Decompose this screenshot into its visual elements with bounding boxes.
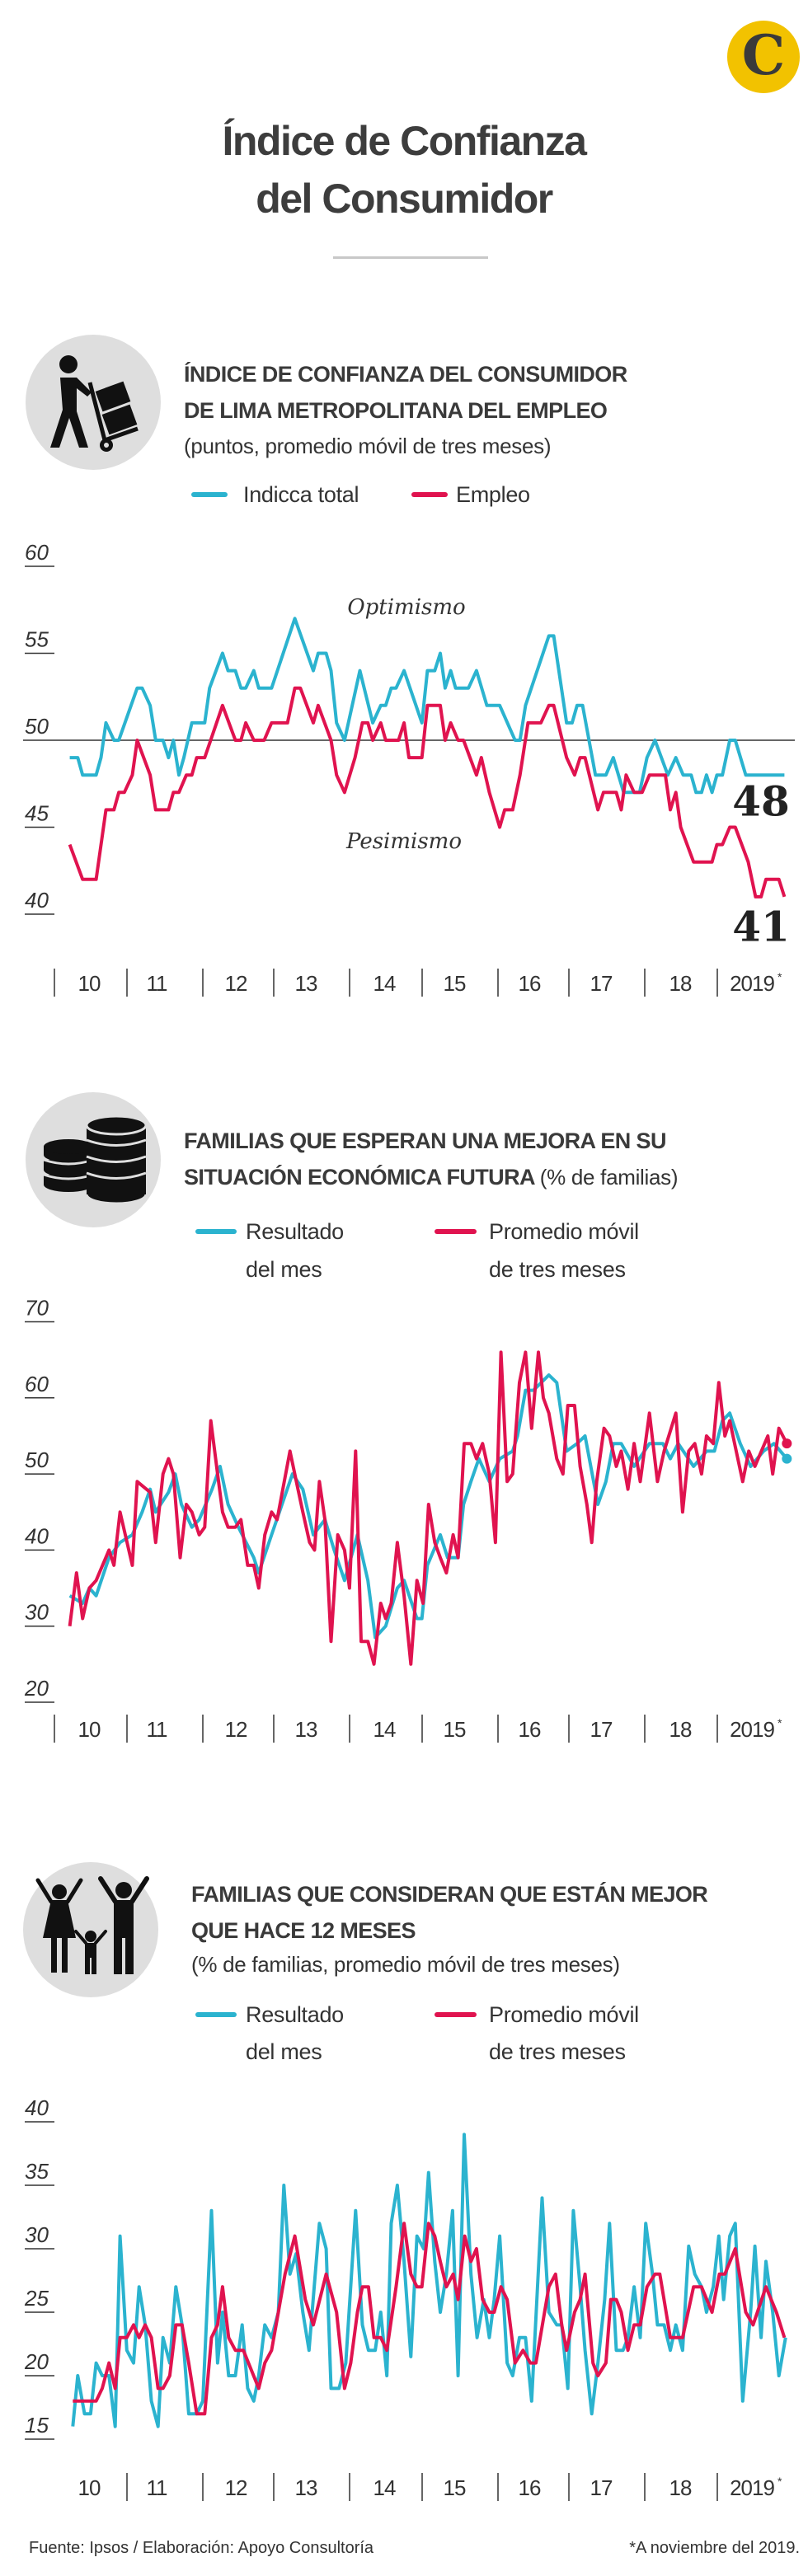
- legend-swatch-promedio: [435, 1229, 477, 1234]
- x-tick-label: 11: [147, 2475, 168, 2500]
- x-tick-label: 16: [519, 1717, 541, 1742]
- last-value-total: 48: [732, 777, 790, 826]
- legend-label-promedio-line1: Promedio móvil: [489, 1219, 639, 1244]
- y-tick-label: 45: [25, 801, 49, 826]
- x-tick-footnote-asterisk: *: [777, 970, 782, 983]
- source-note: Fuente: Ipsos / Elaboración: Apoyo Consu…: [29, 2539, 374, 2557]
- legend-swatch-resultado-3: [195, 2012, 237, 2017]
- section2-heading-line1: FAMILIAS QUE ESPERAN UNA MEJORA EN SU: [184, 1128, 666, 1153]
- series-line-cyan: [69, 617, 785, 795]
- y-tick-label: 40: [25, 2095, 49, 2120]
- y-tick-label: 70: [25, 1296, 49, 1321]
- y-tick-label: 60: [25, 1372, 49, 1396]
- family-icon: [23, 1862, 158, 1997]
- y-tick-label: 15: [25, 2413, 49, 2438]
- last-value-empleo: 41: [732, 902, 790, 951]
- y-tick-label: 30: [25, 1600, 49, 1625]
- x-tick-label: 16: [519, 971, 541, 996]
- pesimismo-label: Pesimismo: [346, 829, 462, 854]
- y-tick-label: 40: [25, 1523, 49, 1548]
- title-divider: [333, 256, 488, 259]
- legend-label-total: Indicca total: [243, 482, 359, 507]
- x-tick-label: 14: [373, 1717, 396, 1742]
- x-tick-label: 11: [147, 1717, 168, 1742]
- y-tick-label: 20: [24, 2349, 49, 2374]
- y-tick-label: 50: [25, 1448, 49, 1472]
- legend-label-resultado-3-line1: Resultado: [246, 2002, 344, 2027]
- x-tick-label: 15: [444, 1717, 466, 1742]
- y-tick-label: 40: [25, 888, 49, 913]
- x-tick-label: 2019: [730, 1717, 774, 1742]
- section3-heading-line1: FAMILIAS QUE CONSIDERAN QUE ESTÁN MEJOR: [191, 1882, 708, 1907]
- x-tick-label: 2019: [730, 2475, 774, 2500]
- x-tick-footnote-asterisk: *: [777, 1716, 782, 1729]
- x-tick-label: 10: [78, 971, 101, 996]
- x-tick-label: 15: [444, 971, 466, 996]
- y-tick-label: 20: [24, 1676, 49, 1701]
- legend-label-empleo: Empleo: [456, 482, 530, 507]
- x-tick-label: 18: [669, 1717, 692, 1742]
- x-tick-label: 17: [590, 2475, 613, 2500]
- legend-swatch-total: [191, 492, 228, 497]
- page-title-line2: del Consumidor: [256, 176, 553, 222]
- section3-subtitle: (% de familias, promedio móvil de tres m…: [191, 1952, 620, 1977]
- x-tick-label: 12: [225, 1717, 247, 1742]
- legend-swatch-promedio-3: [435, 2012, 477, 2017]
- x-tick-label: 10: [78, 1717, 101, 1742]
- legend-label-promedio-3-line1: Promedio móvil: [489, 2002, 639, 2027]
- section3-heading-line2: QUE HACE 12 MESES: [191, 1918, 416, 1943]
- y-tick-label: 30: [25, 2222, 49, 2247]
- series-line-red: [73, 2222, 787, 2416]
- y-tick-label: 60: [25, 540, 49, 565]
- section2-heading-line2-bold: SITUACIÓN ECONÓMICA FUTURA: [184, 1165, 534, 1189]
- section2-heading-suffix: (% de familias): [539, 1165, 679, 1189]
- x-tick-label: 18: [669, 971, 692, 996]
- section1-heading-line1: ÍNDICE DE CONFIANZA DEL CONSUMIDOR: [184, 362, 627, 387]
- series-line-red: [68, 1350, 789, 1666]
- optimismo-label: Optimismo: [347, 595, 466, 620]
- x-tick-label: 12: [225, 971, 247, 996]
- legend-label-resultado-line2: del mes: [246, 1257, 322, 1282]
- x-tick-label: 14: [373, 971, 396, 996]
- legend-label-resultado-line1: Resultado: [246, 1219, 344, 1244]
- series-line-cyan: [71, 2133, 787, 2428]
- el-comercio-logo: C: [727, 21, 800, 93]
- legend-swatch-empleo: [411, 492, 448, 497]
- y-tick-label: 25: [24, 2286, 49, 2311]
- x-tick-label: 17: [590, 1717, 613, 1742]
- legend-label-promedio-3-line2: de tres meses: [489, 2039, 626, 2064]
- page-title-line1: Índice de Confianza: [222, 118, 587, 164]
- series-end-marker: [782, 1453, 792, 1464]
- x-tick-label: 13: [295, 2475, 317, 2500]
- x-tick-label: 14: [373, 2475, 396, 2500]
- coin-stacks-icon: [26, 1092, 161, 1227]
- x-tick-label: 11: [147, 971, 168, 996]
- x-tick-label: 2019: [730, 971, 774, 996]
- x-tick-label: 15: [444, 2475, 466, 2500]
- x-tick-label: 16: [519, 2475, 541, 2500]
- section2-heading-line2: SITUACIÓN ECONÓMICA FUTURA (% de familia…: [184, 1159, 679, 1195]
- x-tick-label: 12: [225, 2475, 247, 2500]
- x-tick-label: 13: [295, 971, 317, 996]
- series-line-cyan: [68, 1373, 788, 1640]
- x-tick-label: 13: [295, 1717, 317, 1742]
- y-tick-label: 55: [25, 627, 49, 652]
- legend-label-promedio-line2: de tres meses: [489, 1257, 626, 1282]
- x-tick-label: 17: [590, 971, 613, 996]
- y-tick-label: 50: [25, 714, 49, 739]
- series-line-red: [68, 686, 787, 899]
- section1-subtitle: (puntos, promedio móvil de tres meses): [184, 434, 552, 458]
- x-tick-label: 18: [669, 2475, 692, 2500]
- series-end-marker: [782, 1438, 792, 1449]
- legend-label-resultado-3-line2: del mes: [246, 2039, 322, 2064]
- y-tick-label: 35: [25, 2159, 49, 2184]
- hand-truck-worker-icon: [26, 335, 161, 470]
- x-tick-label: 10: [78, 2475, 101, 2500]
- legend-swatch-resultado: [195, 1229, 237, 1234]
- x-tick-footnote-asterisk: *: [777, 2475, 782, 2488]
- section1-heading-line2: DE LIMA METROPOLITANA DEL EMPLEO: [184, 398, 608, 423]
- date-footnote: *A noviembre del 2019.: [629, 2539, 800, 2557]
